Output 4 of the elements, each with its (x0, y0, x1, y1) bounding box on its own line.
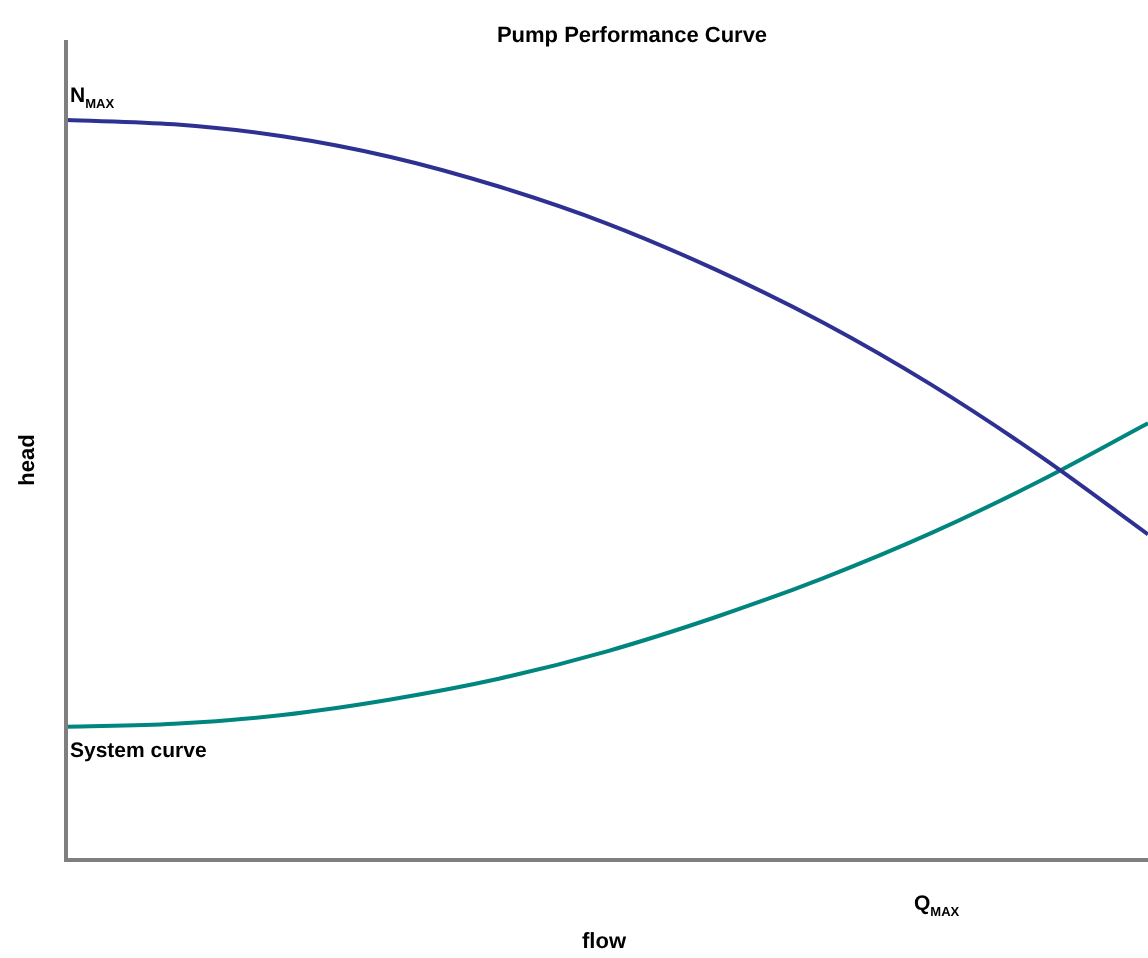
x-axis-title: flow (582, 930, 627, 954)
annotation: System curve (70, 738, 207, 763)
y-axis-title: head (16, 434, 40, 486)
chart-title: Pump Performance Curve (496, 24, 768, 48)
